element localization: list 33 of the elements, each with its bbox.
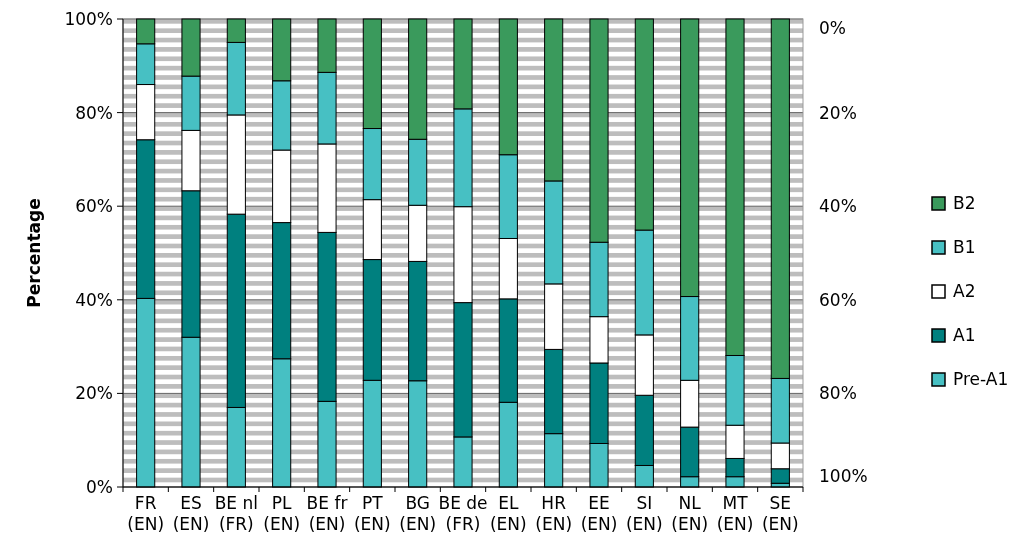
y-tick-label: 20% [75,383,113,404]
x-tick-label: SE (EN) [761,493,799,534]
x-tick-label: BE de (FR) [438,493,488,534]
x-tick-label: SI (EN) [625,493,663,534]
x-tick-label: NL (EN) [671,493,709,534]
y2-tick-label: 0% [819,18,846,39]
y-tick-label: 80% [75,102,113,123]
x-tick-label: EE (EN) [580,493,618,534]
y2-tick-label: 60% [819,289,857,310]
y-axis-title: Percentage [24,198,44,308]
y2-tick-label: 80% [819,383,857,404]
x-tick-label: HR (EN) [535,493,573,534]
y-tick-label: 0% [86,476,113,497]
legend-label: Pre-A1 [953,369,1009,390]
x-tick-label: BG (EN) [399,493,437,534]
legend-label: B2 [953,193,976,214]
x-tick-label: BE nl (FR) [214,493,258,534]
y-tick-label: 60% [75,196,113,217]
x-tick-label: ES (EN) [172,493,210,534]
x-tick-label: PL (EN) [263,493,301,534]
legend-label: B1 [953,237,976,258]
legend-label: A2 [953,281,976,302]
y-tick-label: 100% [64,8,113,29]
x-tick-label: MT (EN) [716,493,754,534]
y-tick-label: 40% [75,289,113,310]
x-tick-label: PT (EN) [353,493,391,534]
y2-tick-label: 20% [819,102,857,123]
y2-tick-label: 40% [819,196,857,217]
y2-tick-label: 100% [819,465,868,486]
x-tick-label: BE fr (EN) [306,493,348,534]
legend-label: A1 [953,325,976,346]
x-tick-label: FR (EN) [127,493,165,534]
x-tick-label: EL (EN) [489,493,527,534]
